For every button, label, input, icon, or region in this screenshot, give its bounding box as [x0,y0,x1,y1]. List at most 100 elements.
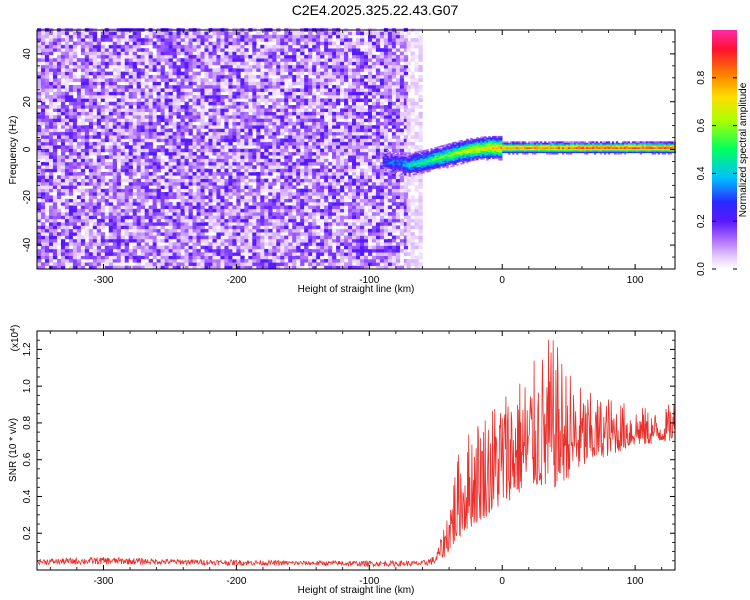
heatmap-cell [216,74,221,79]
heatmap-cell [208,258,213,263]
heatmap-cell [40,205,46,210]
heatmap-cell [156,88,161,92]
heatmap-cell [48,54,54,59]
heatmap-cell [220,225,225,230]
heatmap-cell [108,125,114,129]
heatmap-cell [336,202,341,206]
heatmap-cell [284,44,289,49]
heatmap-cell [208,218,213,223]
heatmap-cell [264,74,269,79]
heatmap-cell [240,61,245,66]
heatmap-cell [88,31,94,36]
heatmap-cell [140,38,145,42]
heatmap-cell [112,245,118,250]
heatmap-cell [132,128,137,133]
heatmap-cell [100,105,106,109]
heatmap-cell [308,165,313,169]
heatmap-cell [84,205,90,210]
heatmap-cell [156,235,161,240]
heatmap-cell [344,68,349,72]
heatmap-cell [216,212,221,216]
heatmap-cell [152,248,157,253]
heatmap-cell [52,115,58,119]
heatmap-cell [88,145,94,149]
heatmap-cell [128,258,133,263]
heatmap-cell [292,255,297,260]
heatmap-cell [308,252,313,256]
heatmap-cell [216,168,221,173]
heatmap-cell [276,161,281,166]
heatmap-cell [96,64,102,69]
heatmap-cell [260,198,265,203]
heatmap-cell [300,81,305,86]
heatmap-cell [336,188,341,193]
heatmap-cell [212,101,217,106]
heatmap-cell [244,228,249,233]
heatmap-cell [80,215,86,220]
heatmap-cell [296,195,301,200]
heatmap-cell [44,78,50,82]
heatmap-cell [92,131,98,136]
heatmap-cell [160,215,165,220]
heatmap-cell [152,118,157,123]
heatmap-cell [40,38,46,42]
heatmap-cell [260,48,265,52]
heatmap-cell [208,178,213,183]
heatmap-cell [312,218,317,223]
heatmap-cell [244,115,249,119]
heatmap-cell [244,168,249,173]
heatmap-cell [264,115,269,119]
heatmap-cell [212,171,217,176]
heatmap-cell [268,131,273,136]
heatmap-cell [140,175,145,179]
heatmap-cell [84,118,90,123]
heatmap-cell [268,242,273,246]
heatmap-cell [56,91,62,96]
heatmap-cell [268,168,273,173]
heatmap-cell [248,81,253,86]
heatmap-cell [288,245,293,250]
heatmap-cell [168,68,173,72]
heatmap-cell [248,168,253,173]
heatmap-cell [120,188,126,193]
heatmap-cell [228,202,233,206]
heatmap-cell [136,141,141,146]
heatmap-cell [320,248,325,253]
heatmap-cell [172,151,177,156]
heatmap-cell [272,54,277,59]
heatmap-cell [276,245,281,250]
heatmap-cell [164,248,169,253]
heatmap-cell [292,215,297,220]
heatmap-cell [212,265,217,270]
heatmap-cell [60,218,66,223]
heatmap-cell [304,131,309,136]
heatmap-cell [200,205,205,210]
heatmap-cell [176,91,181,96]
heatmap-cell [132,125,137,129]
heatmap-cell [312,95,317,99]
heatmap-cell [84,258,90,263]
heatmap-cell [308,242,313,246]
heatmap-cell [256,34,261,39]
heatmap-cell [260,141,265,146]
heatmap-cell [200,265,205,270]
heatmap-cell [72,228,78,233]
heatmap-cell [256,202,261,206]
heatmap-cell [148,128,153,133]
heatmap-cell [212,248,217,253]
heatmap-cell [124,188,130,193]
heatmap-cell [116,125,122,129]
heatmap-cell [144,252,149,256]
heatmap-cell [252,61,257,66]
heatmap-cell [208,161,213,166]
heatmap-cell [56,68,62,72]
heatmap-cell [196,265,201,270]
heatmap-cell [336,74,341,79]
heatmap-cell [108,245,114,250]
heatmap-cell [320,252,325,256]
heatmap-cell [56,195,62,200]
heatmap-cell [156,212,161,216]
heatmap-cell [52,248,58,253]
heatmap-cell [164,38,169,42]
heatmap-cell [340,252,345,256]
